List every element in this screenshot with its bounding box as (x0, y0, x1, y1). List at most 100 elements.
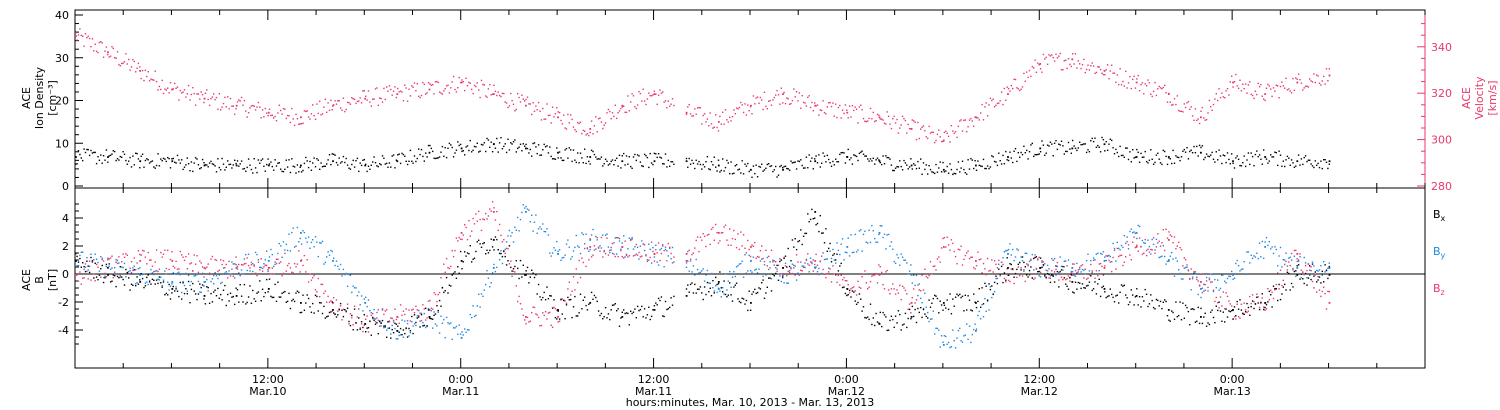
data-point-cloud (482, 144, 484, 146)
data-point-cloud (1000, 91, 1003, 93)
data-point-cloud (425, 307, 427, 309)
data-point-cloud (415, 160, 417, 163)
data-point-cloud (171, 283, 173, 285)
data-point-cloud (653, 260, 656, 262)
data-point-cloud (1028, 260, 1031, 262)
data-point-cloud (1010, 84, 1012, 87)
data-point-cloud (966, 131, 968, 133)
data-point-cloud (497, 91, 499, 93)
data-point-cloud (876, 157, 879, 159)
data-point-cloud (901, 324, 904, 326)
data-point-cloud (970, 309, 972, 311)
data-point-cloud (784, 265, 787, 267)
data-point-cloud (482, 242, 484, 245)
data-point-cloud (352, 159, 354, 162)
data-point-cloud (703, 166, 706, 168)
data-point-cloud (558, 151, 561, 153)
data-point-cloud (114, 271, 116, 273)
data-point-cloud (536, 109, 538, 111)
data-point-cloud (330, 163, 332, 166)
data-point-cloud (1067, 58, 1070, 60)
data-point-cloud (646, 260, 649, 263)
data-point-cloud (397, 87, 399, 90)
data-point-cloud (171, 158, 173, 160)
data-point-cloud (261, 270, 264, 272)
data-point-cloud (1140, 83, 1142, 86)
data-point (203, 267, 206, 269)
data-point-cloud (1052, 274, 1054, 277)
data-point-cloud (174, 161, 176, 163)
data-point-cloud (119, 266, 121, 268)
data-point-cloud (609, 163, 611, 165)
series-ion-density (75, 136, 1331, 178)
data-point-cloud (1323, 281, 1325, 283)
data-point-cloud (498, 252, 501, 255)
data-point-cloud (1145, 85, 1148, 87)
data-point-cloud (518, 230, 520, 232)
data-point-cloud (147, 274, 149, 276)
data-point-cloud (913, 163, 915, 165)
data-point-cloud (77, 34, 80, 36)
data-point-cloud (890, 164, 893, 166)
data-point-cloud (712, 287, 714, 289)
data-point-cloud (1143, 242, 1145, 244)
data-point-cloud (733, 229, 735, 232)
data-point-cloud (1155, 238, 1158, 241)
data-point-cloud (84, 33, 87, 35)
data-point-cloud (260, 300, 262, 302)
data-point-cloud (101, 162, 103, 164)
data-point-cloud (967, 159, 969, 161)
data-point-cloud (464, 224, 466, 226)
data-point-cloud (1182, 278, 1184, 280)
data-point-cloud (582, 162, 584, 164)
data-point (685, 260, 688, 262)
data-point-cloud (1221, 162, 1223, 165)
data-point-cloud (1183, 267, 1185, 269)
data-point-cloud (1066, 265, 1068, 267)
data-point-cloud (1007, 159, 1010, 162)
data-point-cloud (964, 334, 966, 336)
data-point-cloud (1039, 276, 1042, 278)
data-point-cloud (1118, 247, 1120, 250)
data-point-cloud (1084, 273, 1086, 275)
data-point-cloud (1242, 83, 1244, 85)
data-point-cloud (1162, 229, 1164, 231)
data-point-cloud (712, 280, 714, 282)
data-point-cloud (893, 115, 895, 118)
data-point-cloud (479, 150, 481, 152)
data-point-cloud (1162, 245, 1164, 247)
data-point-cloud (971, 120, 973, 122)
data-point-cloud (321, 240, 324, 243)
data-point-cloud (1087, 253, 1089, 255)
data-point-cloud (663, 101, 665, 103)
data-point-cloud (551, 307, 554, 309)
data-point-cloud (586, 133, 589, 135)
data-point-cloud (1017, 152, 1019, 154)
data-point-cloud (178, 295, 180, 298)
data-point-cloud (1045, 276, 1047, 278)
data-point-cloud (108, 258, 110, 260)
data-point-cloud (993, 281, 996, 284)
data-point-cloud (735, 107, 738, 109)
data-point-cloud (780, 87, 782, 89)
data-point-cloud (220, 293, 222, 296)
data-point-cloud (197, 293, 200, 295)
data-point-cloud (478, 89, 480, 91)
data-point-cloud (819, 166, 821, 168)
data-point-cloud (185, 256, 187, 258)
data-point-cloud (742, 234, 745, 236)
data-point-cloud (524, 274, 526, 276)
data-point-cloud (1005, 250, 1007, 252)
data-point-cloud (374, 162, 377, 164)
data-point-cloud (722, 232, 724, 234)
data-point-cloud (443, 263, 445, 265)
data-point-cloud (483, 242, 485, 244)
data-point-cloud (539, 226, 541, 228)
data-point (878, 160, 881, 163)
data-point-cloud (1129, 151, 1131, 153)
data-point (910, 302, 913, 304)
data-point-cloud (391, 155, 393, 157)
data-point-cloud (634, 254, 636, 257)
data-point-cloud (752, 95, 755, 97)
data-point-cloud (222, 260, 225, 262)
